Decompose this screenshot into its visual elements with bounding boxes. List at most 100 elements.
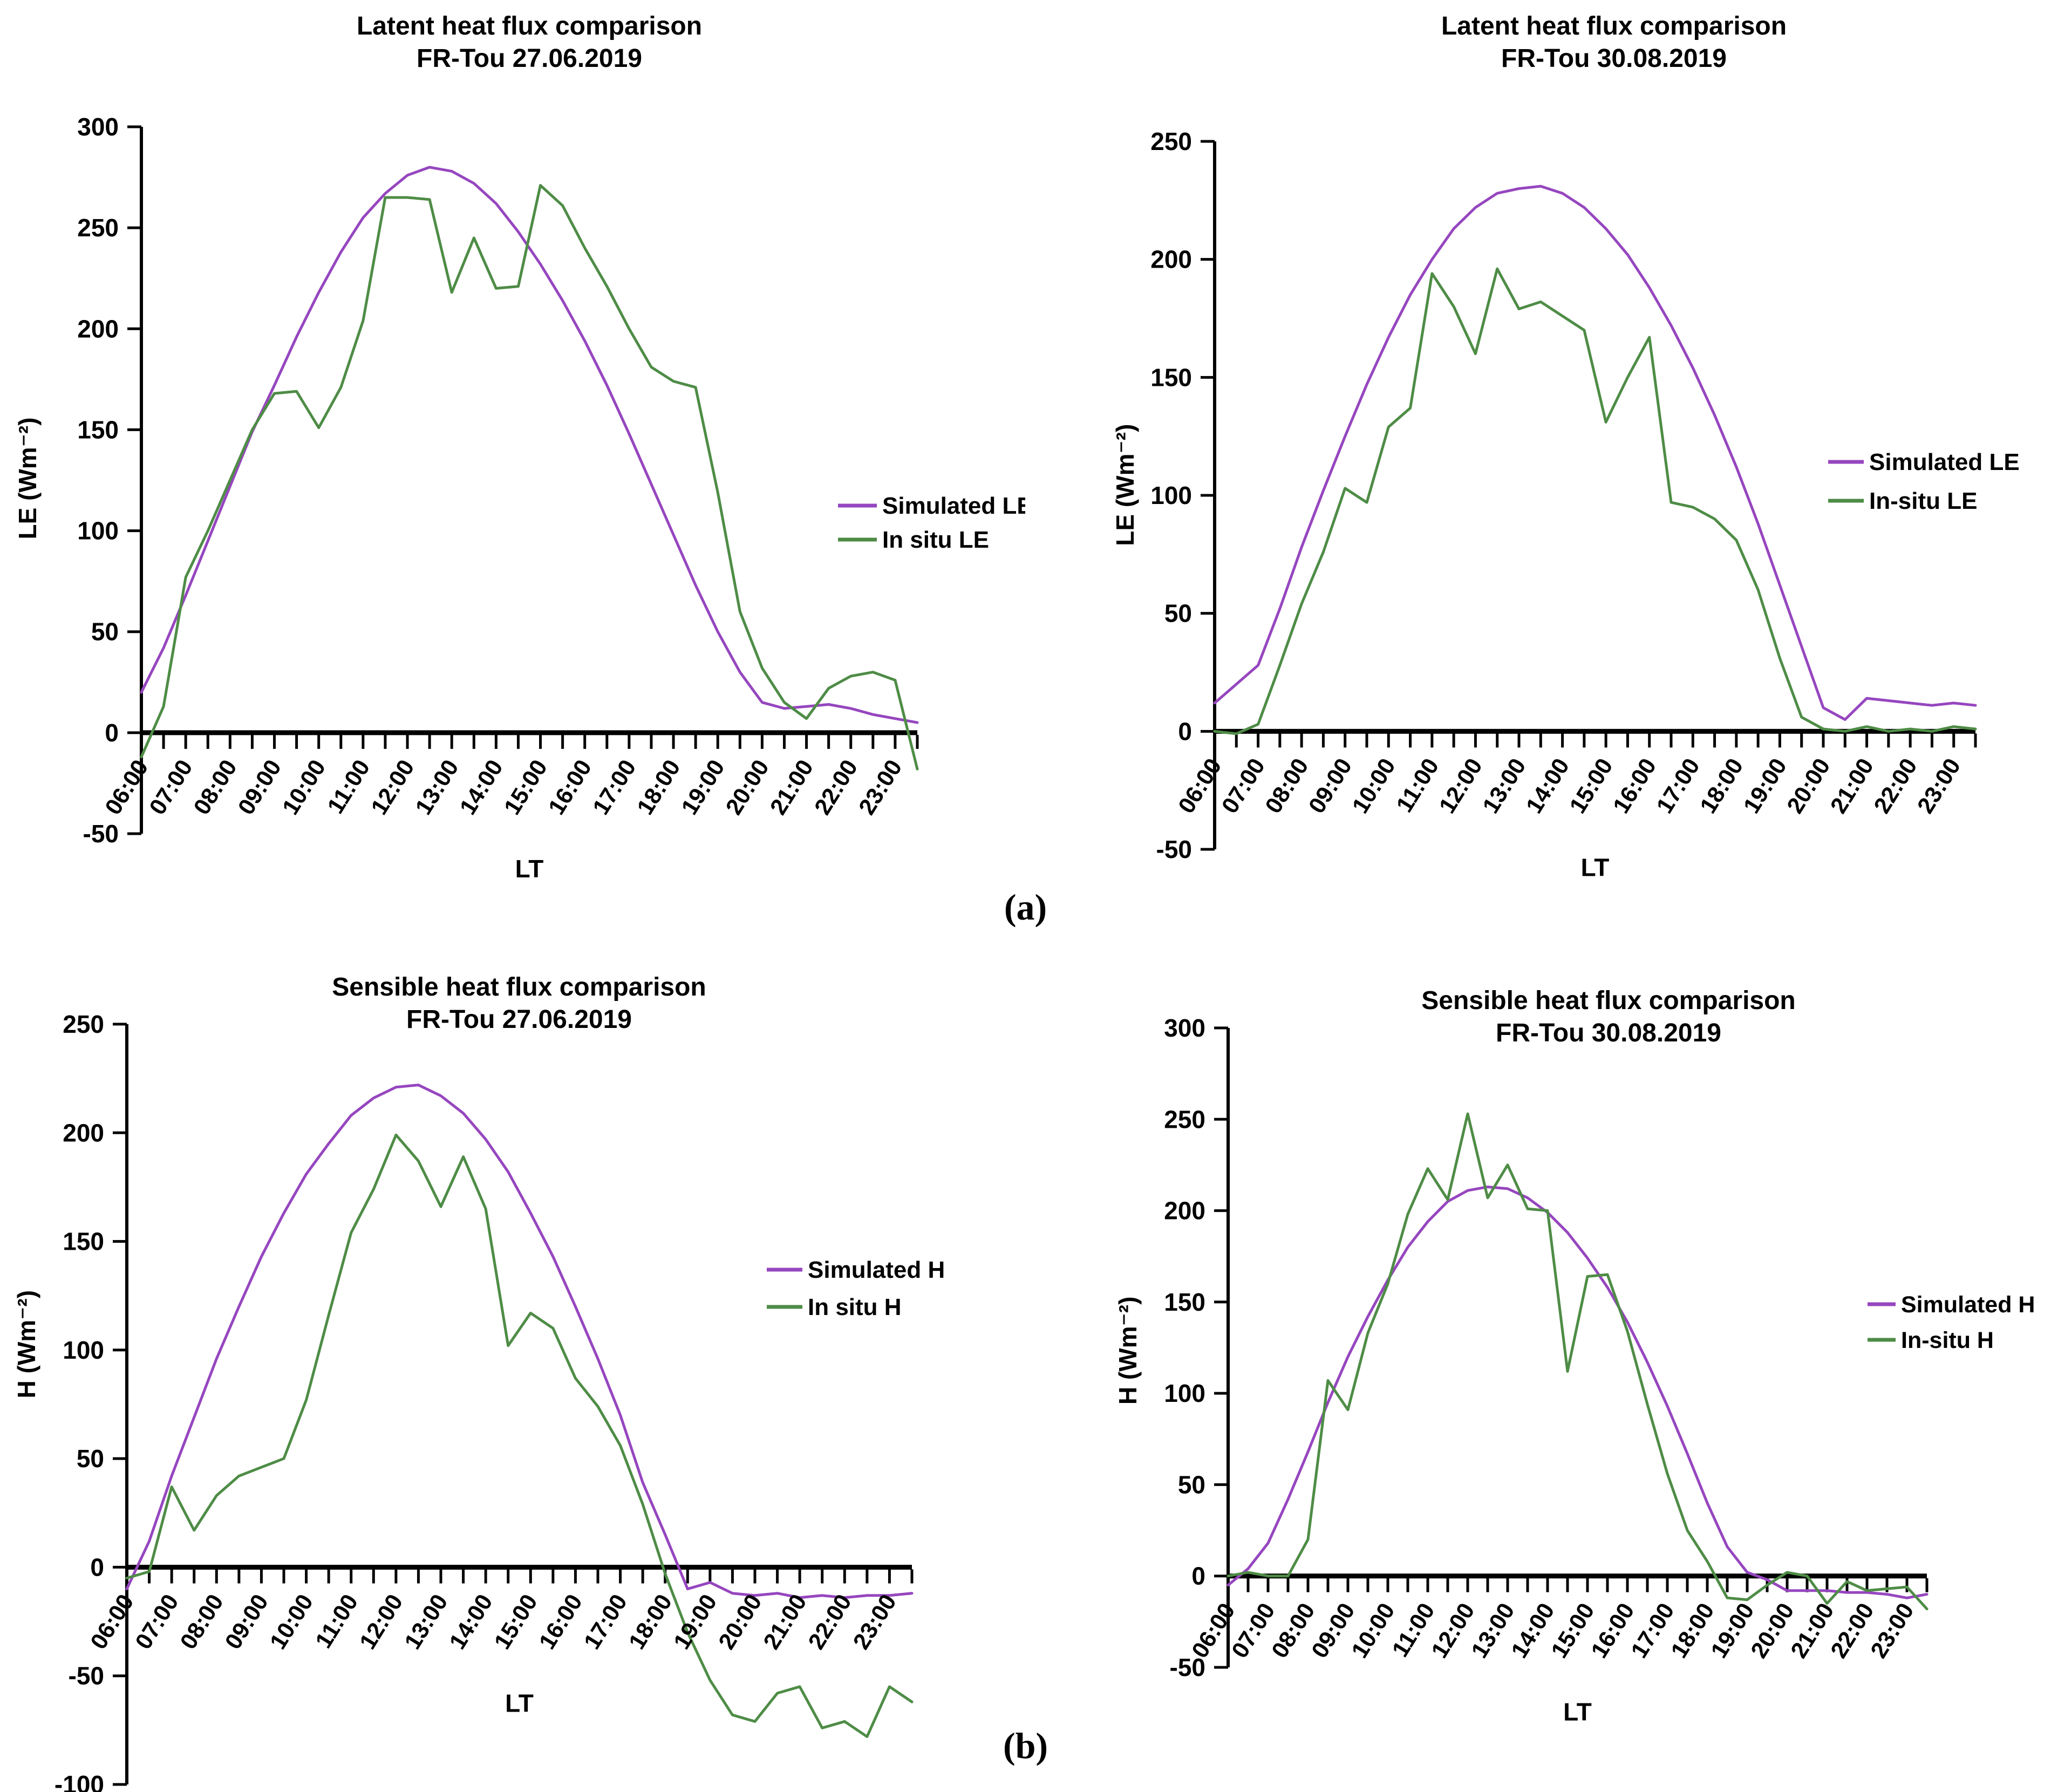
chart-latent-heat-flux-2019-08-30: Latent heat flux comparison FR-Tou 30.08.… [1026, 0, 2051, 896]
svg-text:0: 0 [90, 1553, 104, 1581]
sensible-heat-flux-0627-plot: Sensible heat flux comparison FR-Tou 27.0… [12, 973, 945, 1792]
svg-text:150: 150 [77, 415, 119, 444]
svg-text:10:00: 10:00 [1347, 754, 1401, 818]
svg-text:FR-Tou 27.06.2019: FR-Tou 27.06.2019 [406, 1005, 632, 1034]
svg-text:14:00: 14:00 [1506, 1599, 1559, 1663]
svg-text:09:00: 09:00 [233, 755, 287, 820]
svg-text:08:00: 08:00 [175, 1590, 229, 1654]
svg-text:23:00: 23:00 [848, 1590, 902, 1654]
svg-text:11:00: 11:00 [310, 1590, 363, 1653]
svg-text:12:00: 12:00 [1426, 1599, 1480, 1663]
svg-text:08:00: 08:00 [1266, 1599, 1320, 1663]
svg-text:200: 200 [77, 315, 119, 343]
svg-text:-50: -50 [69, 1662, 104, 1690]
svg-text:250: 250 [1150, 127, 1192, 155]
svg-text:07:00: 07:00 [131, 1590, 184, 1654]
svg-text:LE (Wm⁻²): LE (Wm⁻²) [13, 417, 42, 539]
svg-text:23:00: 23:00 [1865, 1599, 1919, 1663]
svg-text:18:00: 18:00 [1695, 754, 1748, 818]
svg-text:-50: -50 [1170, 1653, 1205, 1681]
svg-text:FR-Tou 27.06.2019: FR-Tou 27.06.2019 [417, 44, 642, 73]
svg-text:150: 150 [1164, 1288, 1205, 1316]
svg-text:08:00: 08:00 [189, 755, 242, 820]
svg-text:LT: LT [505, 1689, 534, 1717]
svg-text:21:00: 21:00 [765, 755, 819, 820]
svg-text:13:00: 13:00 [1466, 1599, 1519, 1663]
svg-text:18:00: 18:00 [624, 1590, 677, 1654]
svg-text:13:00: 13:00 [399, 1590, 453, 1654]
svg-text:11:00: 11:00 [323, 755, 376, 819]
svg-text:250: 250 [1164, 1105, 1205, 1133]
svg-text:Sensible heat flux comparison: Sensible heat flux comparison [1421, 986, 1796, 1015]
svg-text:18:00: 18:00 [632, 755, 686, 820]
svg-text:16:00: 16:00 [534, 1590, 588, 1654]
svg-text:FR-Tou 30.08.2019: FR-Tou 30.08.2019 [1501, 44, 1727, 73]
svg-text:50: 50 [1164, 599, 1192, 628]
svg-text:07:00: 07:00 [1217, 754, 1270, 818]
svg-text:17:00: 17:00 [1626, 1599, 1679, 1663]
svg-text:Latent heat flux comparison: Latent heat flux comparison [357, 12, 702, 40]
chart-sensible-heat-flux-2019-06-27: Sensible heat flux comparison FR-Tou 27.0… [0, 939, 1025, 1792]
svg-text:20:00: 20:00 [721, 755, 774, 820]
svg-text:250: 250 [77, 214, 119, 242]
svg-text:20:00: 20:00 [1782, 754, 1835, 818]
svg-text:H (Wm⁻²): H (Wm⁻²) [1114, 1297, 1142, 1405]
svg-text:17:00: 17:00 [1652, 754, 1705, 818]
svg-text:07:00: 07:00 [145, 755, 198, 820]
svg-text:H (Wm⁻²): H (Wm⁻²) [12, 1290, 40, 1399]
subfigure-label-b: (b) [1003, 1725, 1048, 1766]
svg-text:Simulated LE: Simulated LE [1869, 449, 2020, 475]
svg-text:0: 0 [1178, 717, 1192, 745]
svg-text:16:00: 16:00 [1608, 754, 1661, 818]
svg-text:-100: -100 [54, 1770, 104, 1792]
subfigure-label-a: (a) [1004, 887, 1047, 928]
svg-text:-50: -50 [83, 820, 119, 848]
svg-text:100: 100 [1164, 1379, 1205, 1407]
svg-text:21:00: 21:00 [759, 1590, 812, 1654]
svg-text:14:00: 14:00 [455, 755, 508, 820]
svg-text:10:00: 10:00 [277, 755, 331, 820]
svg-text:06:00: 06:00 [1187, 1599, 1240, 1663]
svg-text:150: 150 [1150, 363, 1192, 391]
svg-text:06:00: 06:00 [1173, 754, 1226, 818]
svg-text:08:00: 08:00 [1260, 754, 1314, 818]
svg-text:0: 0 [105, 719, 119, 747]
svg-text:22:00: 22:00 [809, 755, 863, 820]
svg-text:100: 100 [1150, 481, 1192, 509]
svg-text:LE (Wm⁻²): LE (Wm⁻²) [1111, 424, 1139, 546]
svg-text:50: 50 [1178, 1470, 1205, 1498]
svg-text:LT: LT [1563, 1698, 1592, 1726]
svg-text:19:00: 19:00 [1706, 1599, 1759, 1663]
svg-text:23:00: 23:00 [854, 755, 907, 820]
svg-text:Sensible heat flux comparison: Sensible heat flux comparison [332, 973, 706, 1001]
sensible-heat-flux-0830-plot: Sensible heat flux comparison FR-Tou 30.0… [1114, 986, 2035, 1726]
svg-text:19:00: 19:00 [669, 1590, 722, 1654]
svg-text:-50: -50 [1156, 835, 1192, 863]
svg-text:200: 200 [1150, 246, 1192, 274]
svg-text:23:00: 23:00 [1912, 754, 1966, 818]
svg-text:12:00: 12:00 [1434, 754, 1488, 818]
svg-text:Simulated LE: Simulated LE [882, 493, 1025, 519]
svg-text:15:00: 15:00 [1546, 1599, 1599, 1663]
svg-text:Simulated H: Simulated H [808, 1257, 945, 1283]
svg-text:In-situ H: In-situ H [1901, 1327, 1994, 1353]
svg-text:19:00: 19:00 [677, 755, 730, 820]
svg-text:17:00: 17:00 [579, 1590, 632, 1654]
svg-text:10:00: 10:00 [265, 1590, 318, 1654]
svg-text:Simulated H: Simulated H [1901, 1292, 2035, 1318]
svg-text:100: 100 [63, 1336, 104, 1364]
svg-text:21:00: 21:00 [1825, 754, 1879, 818]
svg-text:21:00: 21:00 [1786, 1599, 1839, 1663]
svg-text:200: 200 [63, 1119, 104, 1147]
svg-text:16:00: 16:00 [543, 755, 597, 820]
svg-text:20:00: 20:00 [1746, 1599, 1799, 1663]
svg-text:18:00: 18:00 [1666, 1599, 1719, 1663]
svg-text:In-situ LE: In-situ LE [1869, 488, 1977, 514]
latent-heat-flux-0830-plot: Latent heat flux comparison FR-Tou 30.08.… [1111, 12, 2020, 881]
svg-text:06:00: 06:00 [100, 755, 153, 820]
svg-text:In situ LE: In situ LE [882, 527, 989, 553]
svg-text:12:00: 12:00 [355, 1590, 408, 1654]
svg-text:LT: LT [1581, 853, 1610, 881]
svg-text:22:00: 22:00 [1825, 1599, 1879, 1663]
